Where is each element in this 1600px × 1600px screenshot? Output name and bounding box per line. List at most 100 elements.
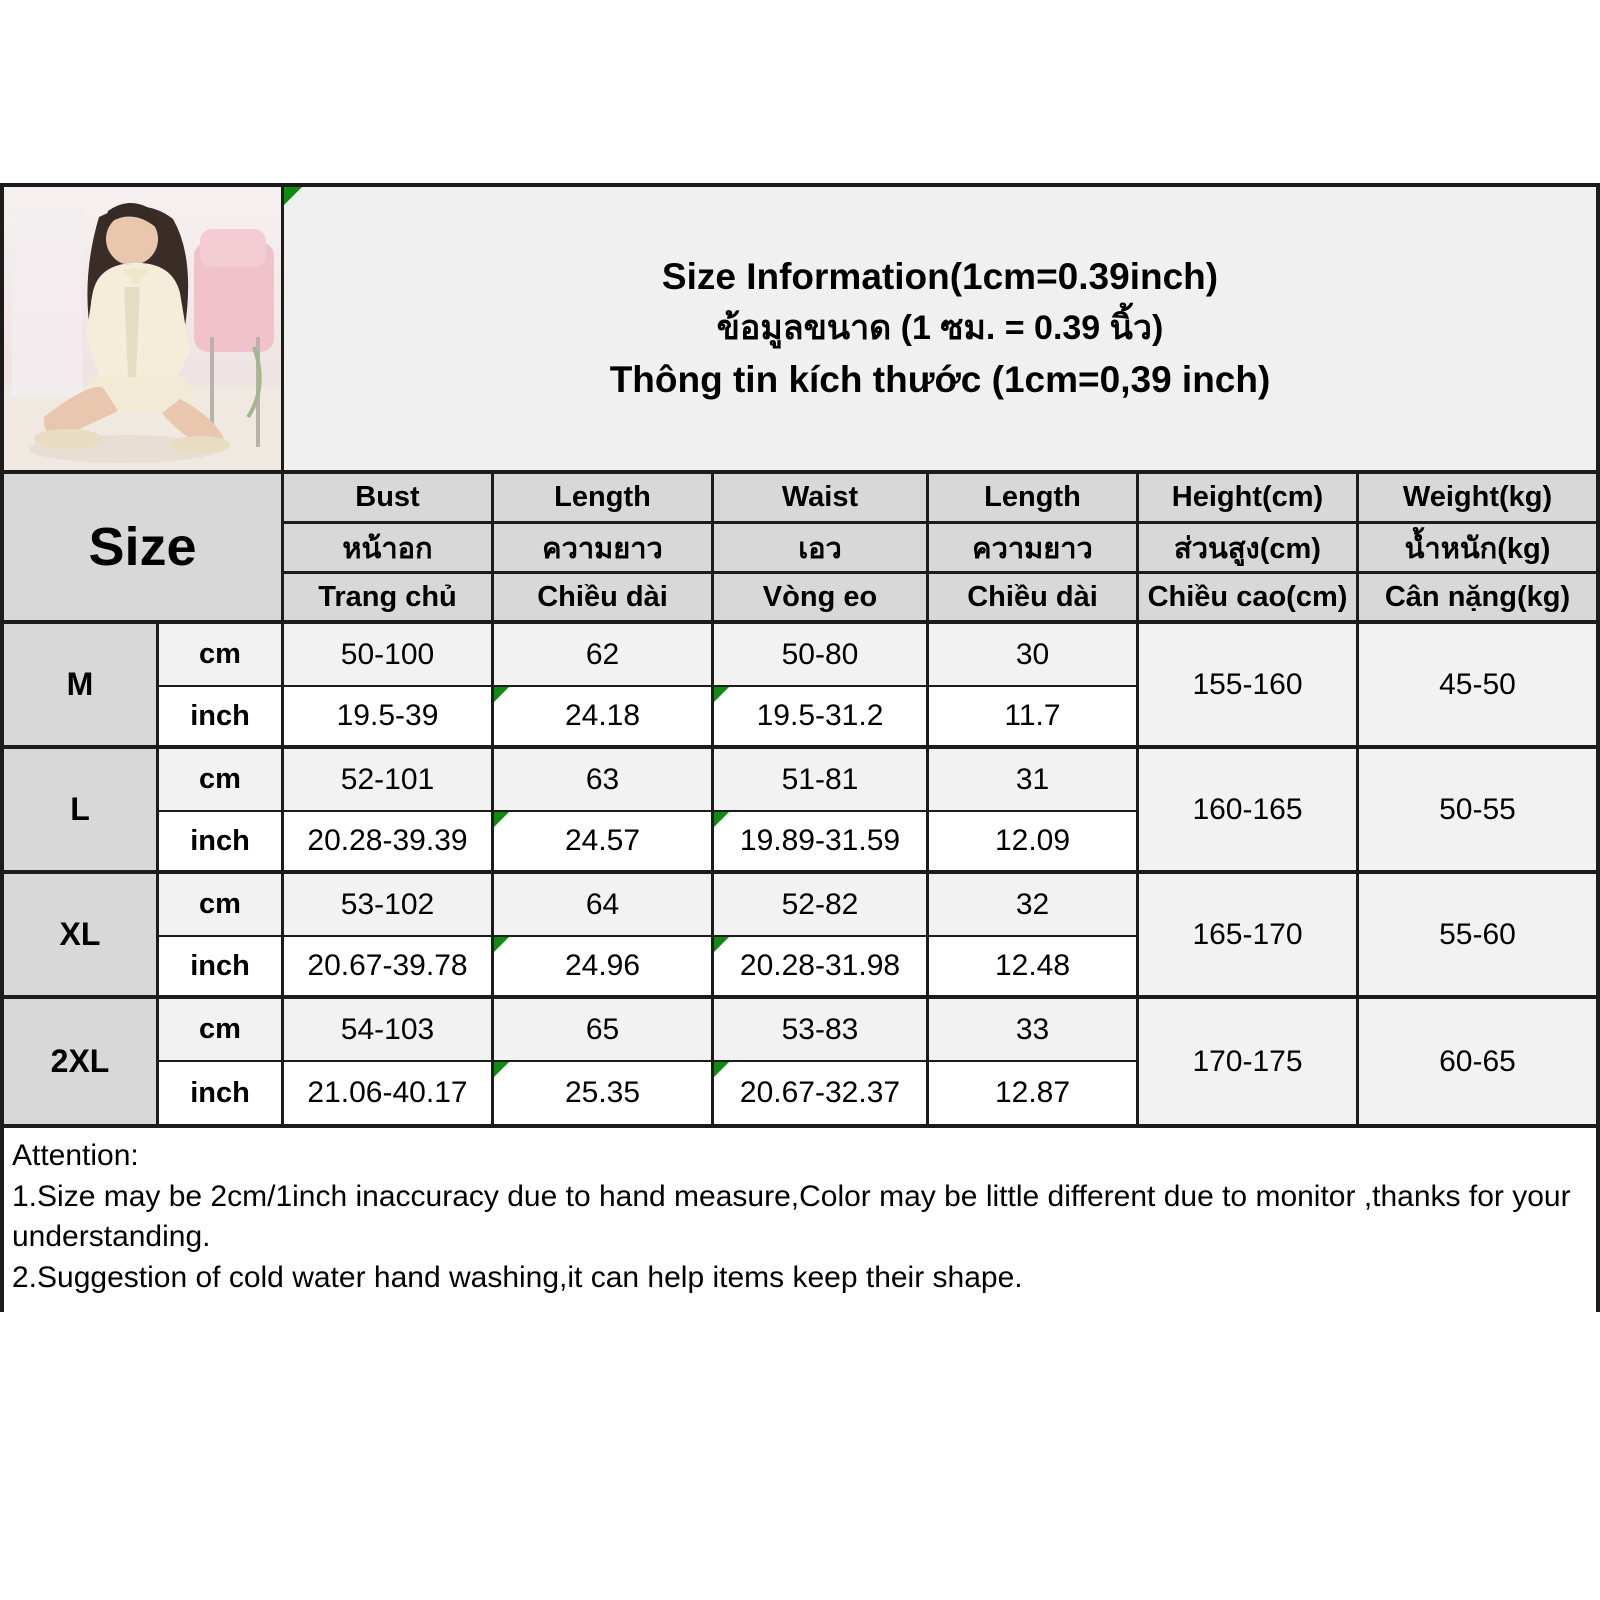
cell-value: 24.96	[564, 949, 641, 982]
cell-l-inch-bust: 20.28-39.39	[284, 812, 494, 874]
col-header-length2-vi: Chiều dài	[929, 574, 1139, 624]
size-information-title: Size Information(1cm=0.39inch) ข้อมูลขนา…	[284, 187, 1596, 470]
cell-xl-inch-length: 24.96	[494, 937, 714, 999]
cell-value: 20.28-31.98	[739, 949, 901, 982]
cell-l-cm-bust: 52-101	[284, 749, 494, 812]
row-label-2xl: 2XL	[4, 999, 159, 1124]
cell-l-weight: 50-55	[1359, 749, 1596, 874]
cell-l-cm-length: 63	[494, 749, 714, 812]
row-label-xl: XL	[4, 874, 159, 999]
cell-m-cm-waist: 50-80	[714, 624, 929, 687]
cell-m-inch-bust: 19.5-39	[284, 687, 494, 749]
cell-xl-cm-length2: 32	[929, 874, 1139, 937]
comment-marker-icon	[284, 187, 302, 205]
col-header-height-en: Height(cm)	[1139, 474, 1359, 524]
comment-marker-icon	[714, 937, 729, 952]
cell-m-height: 155-160	[1139, 624, 1359, 749]
product-photo	[4, 187, 284, 470]
comment-marker-icon	[494, 1062, 509, 1077]
cell-2xl-inch-length2: 12.87	[929, 1062, 1139, 1124]
col-header-length2-th: ความยาว	[929, 524, 1139, 574]
col-header-waist-vi: Vòng eo	[714, 574, 929, 624]
cell-xl-inch-length2: 12.48	[929, 937, 1139, 999]
title-english: Size Information(1cm=0.39inch)	[661, 256, 1219, 298]
cell-m-inch-waist: 19.5-31.2	[714, 687, 929, 749]
cell-m-inch-length2: 11.7	[929, 687, 1139, 749]
comment-marker-icon	[494, 687, 509, 702]
cell-2xl-inch-waist: 20.67-32.37	[714, 1062, 929, 1124]
unit-label-inch: inch	[159, 812, 284, 874]
cell-2xl-cm-waist: 53-83	[714, 999, 929, 1062]
cell-2xl-cm-length2: 33	[929, 999, 1139, 1062]
comment-marker-icon	[714, 812, 729, 827]
unit-label-inch: inch	[159, 687, 284, 749]
cell-2xl-height: 170-175	[1139, 999, 1359, 1124]
cell-2xl-weight: 60-65	[1359, 999, 1596, 1124]
cell-l-height: 160-165	[1139, 749, 1359, 874]
col-header-weight-vi: Cân nặng(kg)	[1359, 574, 1596, 624]
cell-value: 25.35	[564, 1076, 641, 1109]
cell-l-inch-waist: 19.89-31.59	[714, 812, 929, 874]
unit-label-inch: inch	[159, 1062, 284, 1124]
banner: Size Information(1cm=0.39inch) ข้อมูลขนา…	[4, 187, 1596, 474]
row-label-m: M	[4, 624, 159, 749]
comment-marker-icon	[494, 812, 509, 827]
col-header-waist-th: เอว	[714, 524, 929, 574]
unit-label-cm: cm	[159, 999, 284, 1062]
cell-value: 24.18	[564, 699, 641, 732]
cell-2xl-cm-bust: 54-103	[284, 999, 494, 1062]
cell-value: 20.67-32.37	[739, 1076, 901, 1109]
product-photo-illustration	[4, 187, 281, 470]
cell-value: 19.89-31.59	[739, 824, 901, 857]
cell-m-cm-length: 62	[494, 624, 714, 687]
col-header-bust-th: หน้าอก	[284, 524, 494, 574]
cell-xl-cm-bust: 53-102	[284, 874, 494, 937]
attention-title: Attention:	[12, 1139, 139, 1172]
comment-marker-icon	[714, 687, 729, 702]
title-thai: ข้อมูลขนาด (1 ซม. = 0.39 นิ้ว)	[716, 309, 1164, 347]
cell-m-cm-bust: 50-100	[284, 624, 494, 687]
col-header-length2-en: Length	[929, 474, 1139, 524]
row-label-l: L	[4, 749, 159, 874]
col-header-waist-en: Waist	[714, 474, 929, 524]
cell-l-cm-waist: 51-81	[714, 749, 929, 812]
attention-notes: Attention: 1.Size may be 2cm/1inch inacc…	[4, 1128, 1596, 1312]
comment-marker-icon	[494, 937, 509, 952]
attention-item-2: 2.Suggestion of cold water hand washing,…	[12, 1260, 1023, 1294]
cell-xl-inch-bust: 20.67-39.78	[284, 937, 494, 999]
size-table: Size Bust Length Waist Length Height(cm)…	[4, 474, 1596, 1128]
title-vietnamese: Thông tin kích thước (1cm=0,39 inch)	[609, 359, 1271, 400]
col-header-length-en: Length	[494, 474, 714, 524]
unit-label-cm: cm	[159, 624, 284, 687]
col-header-bust-en: Bust	[284, 474, 494, 524]
cell-xl-inch-waist: 20.28-31.98	[714, 937, 929, 999]
unit-label-cm: cm	[159, 749, 284, 812]
cell-value: 19.5-31.2	[756, 699, 884, 732]
cell-l-inch-length2: 12.09	[929, 812, 1139, 874]
cell-2xl-inch-bust: 21.06-40.17	[284, 1062, 494, 1124]
cell-m-inch-length: 24.18	[494, 687, 714, 749]
col-header-length-th: ความยาว	[494, 524, 714, 574]
unit-label-cm: cm	[159, 874, 284, 937]
col-header-length-vi: Chiều dài	[494, 574, 714, 624]
cell-l-cm-length2: 31	[929, 749, 1139, 812]
col-header-weight-en: Weight(kg)	[1359, 474, 1596, 524]
col-header-height-vi: Chiều cao(cm)	[1139, 574, 1359, 624]
cell-xl-cm-length: 64	[494, 874, 714, 937]
col-header-bust-vi: Trang chủ	[284, 574, 494, 624]
col-header-weight-th: น้ำหนัก(kg)	[1359, 524, 1596, 574]
cell-xl-cm-waist: 52-82	[714, 874, 929, 937]
cell-m-cm-length2: 30	[929, 624, 1139, 687]
size-corner-header: Size	[4, 474, 284, 624]
cell-l-inch-length: 24.57	[494, 812, 714, 874]
cell-2xl-cm-length: 65	[494, 999, 714, 1062]
comment-marker-icon	[714, 1062, 729, 1077]
cell-xl-weight: 55-60	[1359, 874, 1596, 999]
cell-2xl-inch-length: 25.35	[494, 1062, 714, 1124]
attention-item-1: 1.Size may be 2cm/1inch inaccuracy due t…	[12, 1179, 1571, 1254]
cell-m-weight: 45-50	[1359, 624, 1596, 749]
size-chart-panel: Size Information(1cm=0.39inch) ข้อมูลขนา…	[0, 183, 1600, 1312]
unit-label-inch: inch	[159, 937, 284, 999]
cell-xl-height: 165-170	[1139, 874, 1359, 999]
cell-value: 24.57	[564, 824, 641, 857]
